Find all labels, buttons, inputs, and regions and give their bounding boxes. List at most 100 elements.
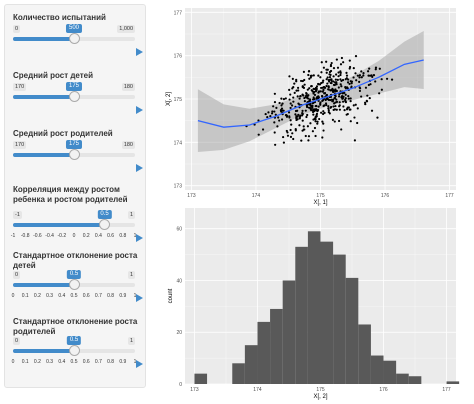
scatter-point (327, 107, 330, 110)
scatter-point (347, 97, 350, 100)
scatter-point (310, 84, 313, 88)
scatter-point (308, 77, 311, 80)
scatter-point (344, 93, 347, 96)
scatter-point (348, 82, 351, 86)
scatter-point (309, 104, 312, 107)
scatter-point (264, 112, 267, 116)
scatter-point (346, 87, 349, 90)
x-tick-label: 174 (253, 387, 262, 393)
y-axis-title: count (168, 288, 174, 303)
scatter-point (294, 128, 297, 131)
slider-handle[interactable] (68, 149, 80, 160)
scatter-point (292, 100, 295, 103)
histogram-bar (244, 345, 258, 384)
scatter-point (376, 116, 379, 119)
slider-handle[interactable] (68, 279, 80, 290)
scatter-point (323, 111, 326, 115)
play-icon[interactable] (136, 164, 143, 172)
x-tick-label: 173 (190, 387, 199, 393)
slider-tick-label: 0.1 (21, 359, 29, 365)
scatter-point (362, 72, 365, 75)
play-icon[interactable] (136, 106, 143, 114)
scatter-point (374, 68, 377, 71)
slider-tick-label: 1 (133, 359, 137, 365)
scatter-point (299, 79, 303, 83)
scatter-point (282, 141, 285, 144)
slider-handle[interactable] (68, 33, 80, 44)
scatter-point (273, 131, 276, 134)
scatter-point (322, 66, 325, 69)
scatter-point (366, 70, 370, 73)
scatter-point (364, 103, 367, 106)
scatter-point (332, 80, 335, 83)
slider-value-bubble: 175 (65, 82, 83, 91)
scatter-point (302, 125, 305, 128)
slider-child-sd[interactable]: 0 1 0.5 0 0.1 0.2 0.3 0.4 0.5 0.6 0.7 0.8 0.9 1 (12, 270, 143, 303)
slider-tick-label: 0.3 (46, 293, 54, 299)
slider-parent-sd[interactable]: 0 1 0.5 0 0.1 0.2 0.3 0.4 0.5 0.6 0.7 0.8 0.9 1 (12, 336, 143, 369)
scatter-point (319, 76, 322, 79)
scatter-point (303, 96, 306, 100)
slider-tick-label: 0.8 (119, 233, 127, 239)
scatter-point (352, 76, 355, 79)
histogram-bar (345, 277, 359, 384)
scatter-point (273, 110, 276, 113)
scatter-point (318, 117, 321, 121)
scatter-point (294, 113, 297, 116)
scatter-point (348, 67, 351, 70)
scatter-point (306, 96, 309, 99)
scatter-point (353, 116, 356, 119)
play-icon[interactable] (136, 48, 143, 56)
scatter-point (336, 66, 340, 69)
scatter-point (323, 92, 326, 95)
slider-handle[interactable] (99, 219, 110, 230)
scatter-point (350, 82, 353, 85)
scatter-point (339, 83, 342, 86)
scatter-point (288, 116, 291, 119)
scatter-point (321, 90, 324, 93)
play-icon[interactable] (136, 294, 143, 302)
slider-trials[interactable]: 0 1,000 500 (13, 24, 143, 57)
slider-group-trials: Количество испытаний 0 1,000 500 (13, 13, 143, 56)
histogram-bar (333, 254, 346, 384)
slider-handle[interactable] (68, 345, 80, 356)
scatter-point (285, 115, 289, 118)
slider-min-label: 0 (13, 337, 21, 345)
slider-handle[interactable] (68, 91, 80, 102)
scatter-point (273, 100, 277, 104)
scatter-point (288, 75, 291, 78)
scatter-point (330, 61, 333, 65)
scatter-point (342, 100, 345, 103)
scatter-point (339, 63, 343, 66)
slider-child-height[interactable]: 170 180 175 (13, 82, 143, 115)
scatter-point (340, 85, 343, 88)
scatter-point (349, 108, 352, 111)
scatter-point (273, 92, 276, 95)
scatter-point (355, 79, 358, 82)
scatter-point (308, 99, 311, 103)
y-axis-title: X[, 2] (166, 92, 172, 106)
slider-parent-height[interactable]: 170 180 175 (13, 140, 143, 173)
x-tick-label: 173 (187, 193, 196, 199)
scatter-point (348, 59, 351, 62)
scatter-point (385, 77, 389, 80)
slider-tick-labels: 0 0.1 0.2 0.3 0.4 0.5 0.6 0.7 0.8 0.9 1 (12, 359, 137, 367)
slider-min-label: -1 (13, 211, 22, 219)
x-axis-title: X[, 2] (313, 394, 327, 400)
histogram-bar (383, 360, 397, 384)
scatter-point (295, 78, 298, 81)
slider-group-correlation: Корреляция между ростом ребенка и ростом… (11, 185, 143, 242)
play-icon[interactable] (136, 360, 143, 368)
scatter-point (337, 75, 340, 78)
slider-label: Стандартное отклонение роста родителей (13, 317, 138, 336)
scatter-point (292, 137, 295, 141)
scatter-point (277, 116, 280, 119)
slider-correlation[interactable]: -1 1 0.5 -1 -0.8 -0.6 -0.4 -0.2 0 0.2 0.4 0.6 0.8 1 (11, 210, 143, 243)
scatter-point (288, 88, 291, 91)
scatter-point (278, 119, 281, 122)
scatter-point (345, 74, 349, 77)
play-icon[interactable] (136, 234, 143, 242)
slider-min-label: 0 (13, 25, 21, 33)
scatter-point (331, 87, 334, 90)
y-tick-label: 173 (174, 184, 183, 190)
